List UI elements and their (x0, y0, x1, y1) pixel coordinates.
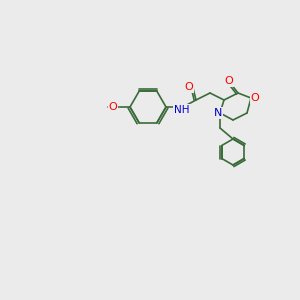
Text: O: O (184, 82, 194, 92)
Text: NH: NH (174, 105, 190, 115)
Text: N: N (214, 108, 222, 118)
Text: O: O (109, 102, 117, 112)
Text: O: O (225, 76, 233, 86)
Text: O: O (250, 93, 260, 103)
